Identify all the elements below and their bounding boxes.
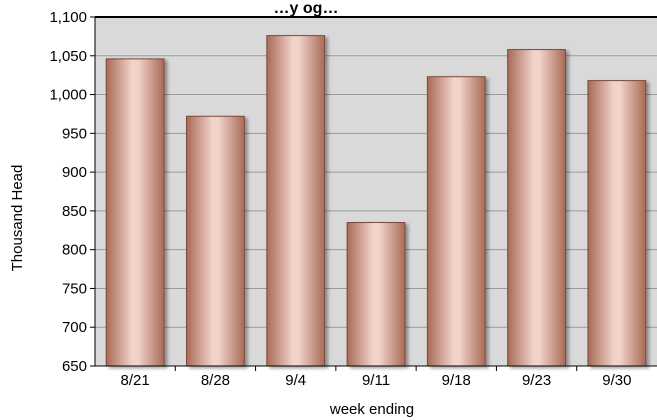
bar-9-30 (587, 80, 647, 367)
bar-9-18 (426, 76, 486, 367)
y-tick-label: 650 (62, 358, 87, 375)
y-tick-label: 800 (62, 242, 87, 259)
y-tick-labels: 650 700 750 800 850 900 950 1,000 1,050 1,100 (49, 9, 95, 375)
x-tick-label: 8/28 (201, 372, 230, 389)
y-tick-label: 750 (62, 280, 87, 297)
y-tick-label: 700 (62, 319, 87, 336)
chart-title: …y og… (274, 0, 339, 17)
y-tick-label: 1,000 (49, 87, 87, 104)
bar-9-11 (346, 222, 406, 367)
bars-group (105, 35, 647, 367)
x-tick-label: 9/30 (602, 372, 631, 389)
y-tick-label: 850 (62, 203, 87, 220)
y-tick-label: 950 (62, 125, 87, 142)
bar-9-4 (266, 35, 326, 367)
y-axis-title: Thousand Head (9, 165, 26, 272)
x-tick-labels: 8/21 8/28 9/4 9/11 9/18 9/23 9/30 (121, 366, 631, 389)
x-axis-title: week ending (329, 401, 414, 418)
y-tick-label: 1,050 (49, 48, 87, 65)
x-tick-label: 9/18 (442, 372, 471, 389)
x-tick-label: 9/4 (285, 372, 306, 389)
bar-8-21 (105, 58, 165, 367)
axes (94, 16, 657, 367)
bar-9-23 (507, 49, 566, 367)
bar-8-28 (186, 115, 245, 367)
y-tick-label: 900 (62, 164, 87, 181)
y-tick-label: 1,100 (49, 9, 87, 26)
x-tick-label: 9/23 (522, 372, 551, 389)
x-tick-label: 9/11 (362, 372, 390, 389)
x-tick-label: 8/21 (121, 372, 150, 389)
